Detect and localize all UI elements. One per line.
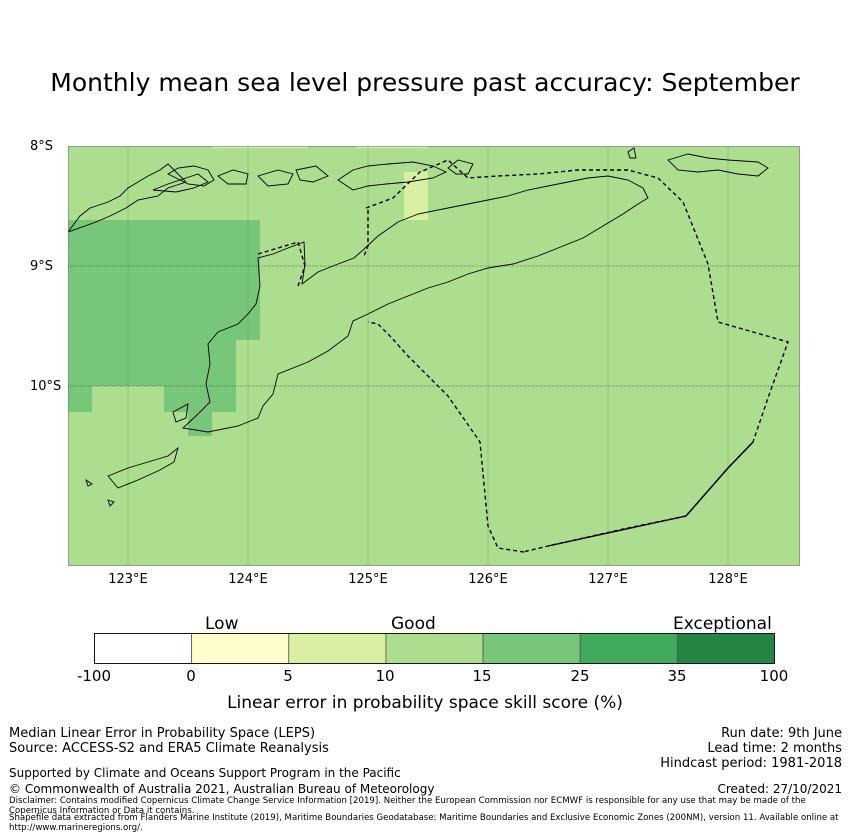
source-text: Source: ACCESS-S2 and ERA5 Climate Reana… [9,741,329,756]
colorbar-segment [482,633,581,664]
colorbar-tick: 100 [759,667,789,685]
lon-label-127e: 127°E [588,572,628,587]
graticule [68,146,800,566]
eez-boundary [257,159,789,553]
colorbar-label: Linear error in probability space skill … [227,693,623,713]
coastlines [68,147,769,507]
support-text: Supported by Climate and Oceans Support … [9,766,401,780]
shapefile-text: Shapefile data extracted from Flanders M… [9,813,839,833]
colorbar-tick: 35 [667,667,687,685]
colorbar-segment [676,633,775,664]
colorbar-category-good: Good [391,614,436,634]
colorbar-segment [191,633,290,664]
lat-label-10s: 10°S [30,379,62,394]
hindcast-text: Hindcast period: 1981-2018 [660,756,842,771]
colorbar-segment [579,633,678,664]
lon-label-123e: 123°E [108,572,148,587]
lead-time-text: Lead time: 2 months [707,741,842,756]
lat-label-9s: 9°S [30,259,54,274]
colorbar-category-low: Low [205,614,239,634]
lat-label-8s: 8°S [30,139,54,154]
colorbar-tick: 10 [375,667,395,685]
colorbar-segment [288,633,387,664]
map-title: Monthly mean sea level pressure past acc… [50,68,800,97]
copyright-text: © Commonwealth of Australia 2021, Austra… [9,782,435,796]
colorbar-frame [94,633,775,664]
skill-field-5-10 [212,146,428,220]
colorbar [94,633,775,664]
lon-label-126e: 126°E [468,572,508,587]
lon-label-128e: 128°E [708,572,748,587]
lon-label-124e: 124°E [228,572,268,587]
skill-map [68,146,800,566]
colorbar-category-exceptional: Exceptional [673,614,772,634]
colorbar-segment [94,633,193,664]
skill-field-15-25 [68,220,260,436]
colorbar-tick: 25 [570,667,590,685]
disclaimer-text: Disclaimer: Contains modified Copernicus… [9,796,806,816]
method-text: Median Linear Error in Probability Space… [9,726,316,741]
colorbar-tick: -100 [76,667,112,685]
lon-label-125e: 125°E [348,572,388,587]
created-text: Created: 27/10/2021 [717,782,842,796]
colorbar-tick: 0 [186,667,196,685]
eez-boundary-solid [547,441,754,547]
run-date-text: Run date: 9th June [721,726,842,741]
colorbar-tick: 15 [472,667,492,685]
colorbar-segment [385,633,484,664]
colorbar-tick: 5 [283,667,293,685]
